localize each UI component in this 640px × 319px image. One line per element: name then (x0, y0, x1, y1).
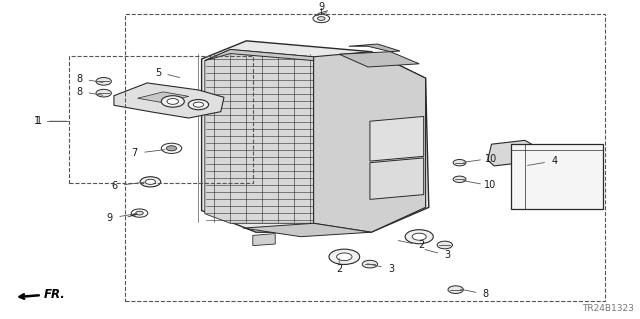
Text: 4: 4 (552, 156, 557, 166)
Circle shape (145, 179, 156, 184)
Polygon shape (243, 223, 371, 237)
Polygon shape (205, 49, 314, 223)
Circle shape (188, 100, 209, 110)
Circle shape (362, 260, 378, 268)
Text: 3: 3 (388, 263, 394, 274)
Circle shape (453, 176, 466, 182)
Polygon shape (370, 116, 424, 161)
Circle shape (167, 99, 179, 104)
Text: 8: 8 (483, 289, 489, 299)
Circle shape (412, 233, 426, 240)
Polygon shape (253, 234, 275, 246)
Circle shape (448, 286, 463, 293)
Text: 8: 8 (76, 86, 82, 97)
Polygon shape (114, 83, 224, 118)
Text: 6: 6 (111, 181, 117, 191)
Text: 2: 2 (419, 240, 425, 250)
Text: 8: 8 (76, 74, 82, 84)
Text: 5: 5 (155, 68, 161, 78)
Polygon shape (138, 92, 189, 103)
Circle shape (317, 17, 325, 20)
Text: 9: 9 (318, 2, 324, 12)
Text: 3: 3 (444, 250, 450, 260)
Bar (125, 14, 605, 301)
Text: 2: 2 (336, 263, 342, 274)
Circle shape (140, 177, 161, 187)
Circle shape (131, 209, 148, 217)
Circle shape (161, 143, 182, 153)
Text: 7: 7 (131, 148, 138, 158)
Circle shape (167, 146, 176, 151)
Text: 1: 1 (34, 116, 40, 126)
Text: TR24B1323: TR24B1323 (582, 304, 634, 313)
Circle shape (96, 78, 111, 85)
Polygon shape (349, 44, 400, 52)
Text: 1: 1 (36, 116, 42, 126)
Bar (69, 56, 253, 183)
Polygon shape (202, 41, 429, 232)
Circle shape (161, 96, 184, 107)
Circle shape (193, 102, 204, 107)
Polygon shape (370, 158, 424, 199)
Circle shape (96, 89, 111, 97)
Circle shape (405, 230, 433, 244)
Polygon shape (205, 49, 314, 61)
Text: 9: 9 (107, 213, 113, 223)
Circle shape (166, 146, 177, 151)
Circle shape (329, 249, 360, 264)
Polygon shape (314, 52, 426, 232)
Polygon shape (511, 144, 603, 209)
Text: 10: 10 (484, 181, 497, 190)
Circle shape (136, 211, 143, 215)
Polygon shape (488, 140, 536, 166)
Text: 10: 10 (484, 154, 497, 164)
Text: FR.: FR. (44, 288, 65, 301)
Polygon shape (339, 52, 419, 67)
Circle shape (337, 253, 352, 261)
Circle shape (313, 14, 330, 23)
Circle shape (437, 241, 452, 249)
Circle shape (453, 160, 466, 166)
